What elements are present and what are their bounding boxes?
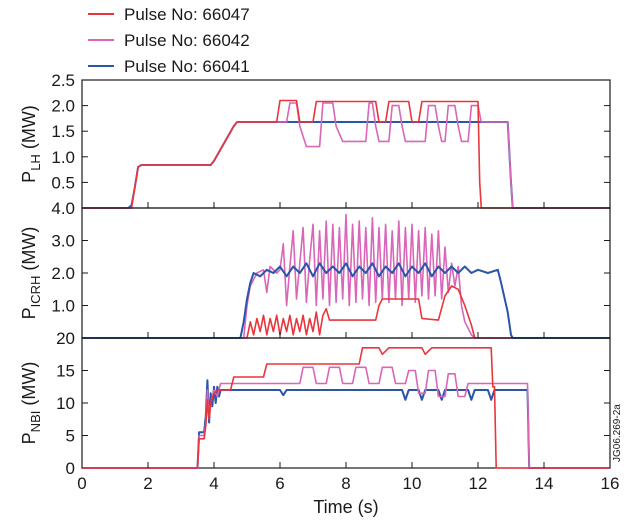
panel-plh-frame (81, 79, 611, 209)
ytick-label: 5 (66, 427, 75, 446)
ytick-label: 1.5 (51, 122, 75, 141)
legend-label-66042: Pulse No: 66042 (124, 31, 250, 50)
ytick-label: 1.0 (51, 297, 75, 316)
panel-plh: 0.5 1.0 1.5 2.0 2.5 PLH (MW) (19, 71, 611, 209)
xtick-label: 8 (341, 474, 350, 493)
series-line-66047 (82, 99, 610, 209)
figure-id: JG06.269-2a (612, 404, 623, 462)
legend: Pulse No: 66047 Pulse No: 66042 Pulse No… (88, 5, 250, 76)
ytick-label: 4.0 (51, 199, 75, 218)
x-axis-label: Time (s) (313, 497, 378, 517)
xtick-label: 2 (143, 474, 152, 493)
panel-picrh-yticks: 1.0 2.0 3.0 4.0 (51, 199, 610, 316)
series-line-66041 (82, 262, 610, 339)
legend-label-66047: Pulse No: 66047 (124, 5, 250, 24)
panel-plh-yticks: 0.5 1.0 1.5 2.0 2.5 (51, 71, 610, 192)
ytick-label: 0.5 (51, 173, 75, 192)
panel-picrh-ylabel: PICRH (MW) (19, 227, 43, 320)
ytick-label: 2.5 (51, 71, 75, 90)
xtick-label: 14 (535, 474, 554, 493)
xtick-label: 10 (403, 474, 422, 493)
ytick-label: 2.0 (51, 97, 75, 116)
xtick-label: 4 (209, 474, 218, 493)
legend-label-66041: Pulse No: 66041 (124, 57, 250, 76)
xtick-label: 0 (77, 474, 86, 493)
panel-pnbi: 0 5 10 15 20 PNBI (MW) (19, 329, 611, 478)
series-line-66047 (82, 285, 610, 339)
panel-plh-series (82, 99, 610, 209)
series-line-66041 (82, 379, 610, 469)
ytick-label: 0 (66, 459, 75, 478)
panel-plh-ylabel: PLH (MW) (19, 105, 43, 183)
series-line-66042 (82, 213, 610, 339)
ytick-label: 10 (56, 394, 75, 413)
xtick-label: 6 (275, 474, 284, 493)
panel-pnbi-frame (81, 337, 611, 469)
ytick-label: 20 (56, 329, 75, 348)
series-line-66042 (82, 366, 610, 469)
xtick-label: 16 (601, 474, 620, 493)
panel-picrh-series (82, 213, 610, 339)
panel-pnbi-yticks: 0 5 10 15 20 (56, 329, 610, 478)
series-line-66047 (82, 346, 610, 469)
xtick-label: 12 (469, 474, 488, 493)
series-line-66042 (82, 102, 610, 209)
panel-picrh: 1.0 2.0 3.0 4.0 PICRH (MW) (19, 199, 611, 339)
ytick-label: 1.0 (51, 148, 75, 167)
ytick-label: 15 (56, 362, 75, 381)
ytick-label: 2.0 (51, 264, 75, 283)
panel-pnbi-series (82, 346, 610, 469)
x-axis-ticks: 0 2 4 6 8 10 12 14 16 (77, 202, 619, 493)
panel-pnbi-ylabel: PNBI (MW) (19, 362, 43, 445)
ytick-label: 3.0 (51, 232, 75, 251)
